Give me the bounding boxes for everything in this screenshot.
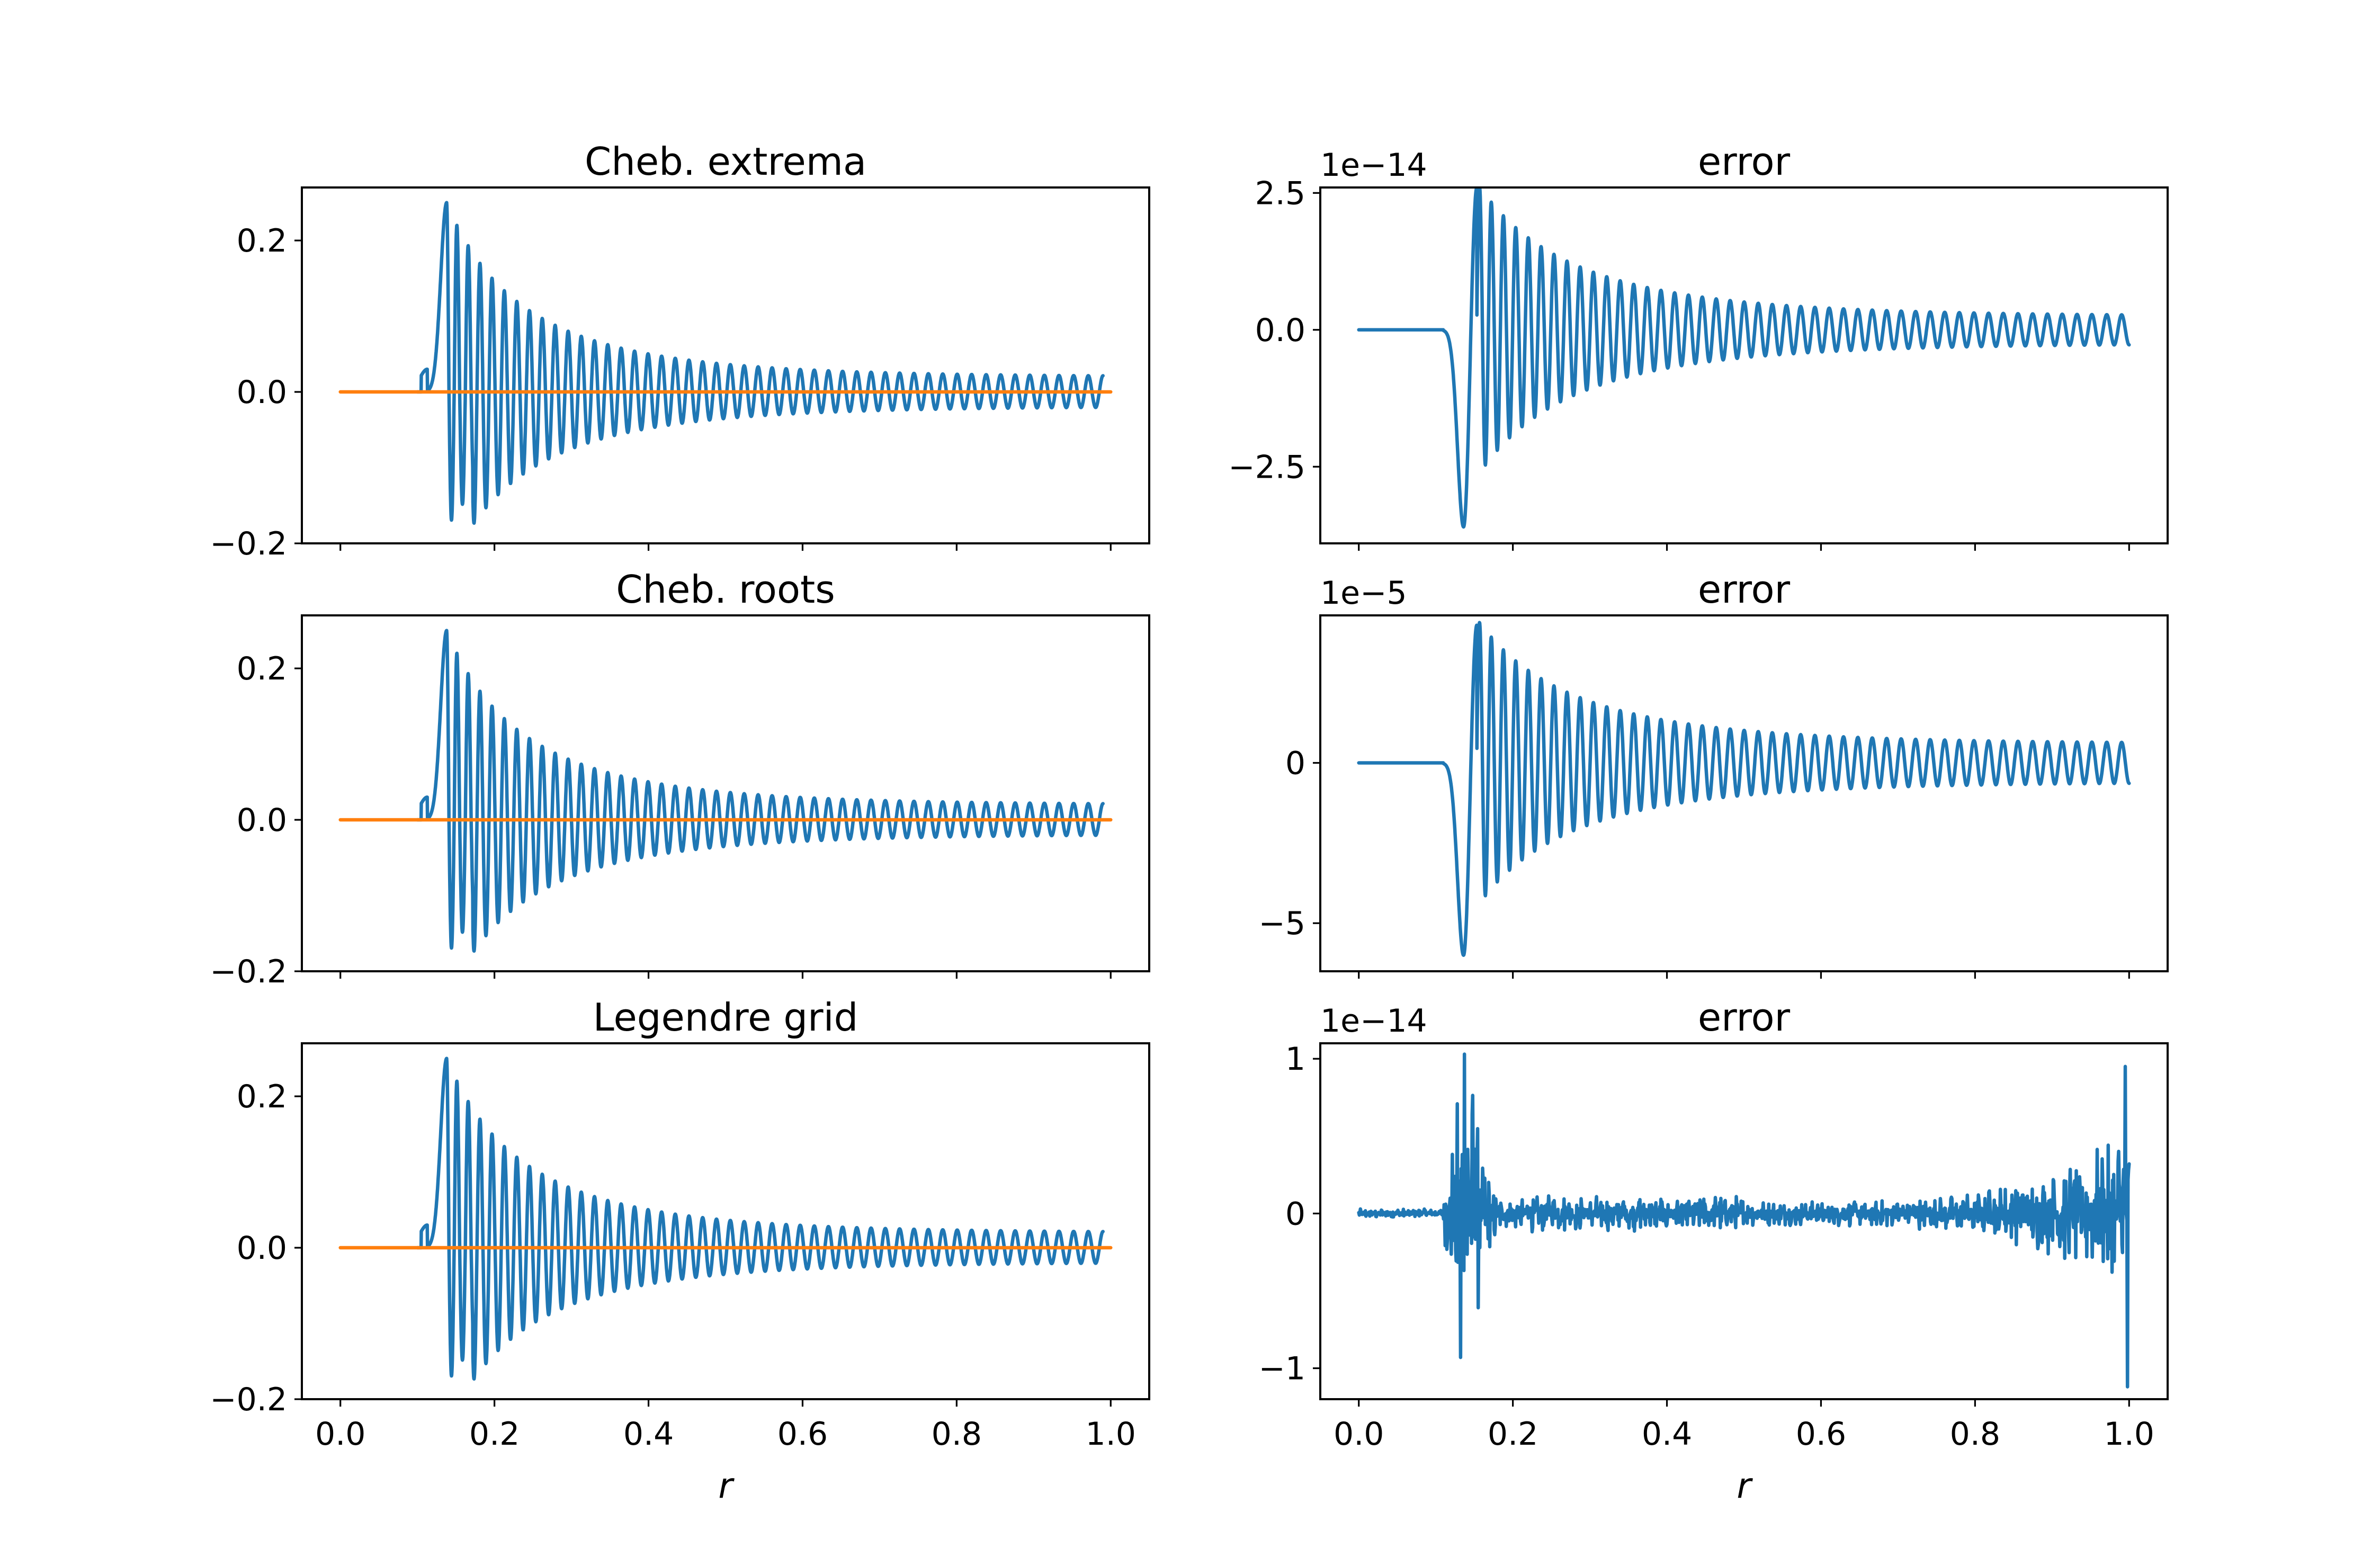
x-tick-label: 0.6 xyxy=(1796,1416,1846,1453)
plot-area xyxy=(338,1057,1113,1381)
panel-title: error xyxy=(1698,995,1791,1040)
y-tick-label: 0.2 xyxy=(237,650,287,687)
x-tick-label: 0.4 xyxy=(623,1416,674,1453)
y-tick-label: 0.2 xyxy=(237,222,287,260)
y-tick-label: 0 xyxy=(1285,1195,1305,1232)
x-tick-label: 0.0 xyxy=(315,1416,365,1453)
y-tick-label: 0.0 xyxy=(237,1230,287,1267)
plot-area xyxy=(1357,187,2131,529)
series-line-numeric xyxy=(415,1057,1105,1381)
x-tick-label: 0.2 xyxy=(469,1416,520,1453)
series-line-numeric xyxy=(1357,187,2131,529)
y-offset-label: 1e−5 xyxy=(1320,575,1407,612)
panel-error-legendre: error 1e−14 r −1 0 1 0.0 0.2 0.4 0.6 0.8 1.0 xyxy=(1259,995,2169,1506)
axes-frame xyxy=(1319,186,2169,544)
y-tick-label: 0.0 xyxy=(237,374,287,411)
y-tick-label: 0.2 xyxy=(237,1078,287,1115)
y-tick-label: −0.2 xyxy=(210,953,287,990)
series-line-numeric xyxy=(415,629,1105,953)
panel-legendre-grid: Legendre grid r −0.2 0.0 0.2 0.0 0.2 0.4 0.6 0.… xyxy=(210,995,1150,1506)
axes-frame xyxy=(301,614,1150,972)
axes-frame xyxy=(301,186,1150,544)
y-tick-label: −0.2 xyxy=(210,525,287,562)
series-line-numeric xyxy=(1357,1052,2131,1389)
panel-title: Cheb. extrema xyxy=(585,139,866,184)
axes-frame xyxy=(1319,614,2169,972)
panel-cheb-extrema: Cheb. extrema −0.2 0.0 0.2 xyxy=(210,139,1150,562)
axes-frame xyxy=(1319,1042,2169,1400)
x-tick-label: 1.0 xyxy=(2104,1416,2154,1453)
axes-frame xyxy=(301,1042,1150,1400)
panel-error-roots: error 1e−5 −5 0 xyxy=(1259,567,2169,979)
panel-cheb-roots: Cheb. roots −0.2 0.0 0.2 xyxy=(210,567,1150,990)
y-offset-label: 1e−14 xyxy=(1320,147,1427,184)
x-tick-label: 0.6 xyxy=(777,1416,828,1453)
panel-title: Legendre grid xyxy=(593,995,858,1040)
y-tick-label: −0.2 xyxy=(210,1381,287,1418)
x-tick-label: 0.8 xyxy=(932,1416,982,1453)
y-tick-label: −5 xyxy=(1259,905,1305,942)
y-tick-label: 0.0 xyxy=(237,802,287,839)
panel-title: Cheb. roots xyxy=(616,567,835,612)
panel-title: error xyxy=(1698,139,1791,184)
x-tick-label: 0.8 xyxy=(1950,1416,2000,1453)
y-tick-label: −2.5 xyxy=(1228,449,1305,486)
panel-error-extrema: error 1e−14 −2.5 0.0 2.5 xyxy=(1228,139,2169,551)
series-line-numeric xyxy=(1357,621,2131,957)
x-axis-label: r xyxy=(718,1465,735,1506)
panel-title: error xyxy=(1698,567,1791,612)
y-offset-label: 1e−14 xyxy=(1320,1003,1427,1040)
series-line-numeric xyxy=(415,201,1105,525)
y-tick-label: 1 xyxy=(1285,1041,1305,1078)
y-tick-label: 0.0 xyxy=(1255,312,1305,349)
x-axis-label: r xyxy=(1737,1465,1753,1506)
plot-area xyxy=(1357,1052,2131,1389)
plot-area xyxy=(338,201,1113,525)
x-tick-label: 0.4 xyxy=(1642,1416,1692,1453)
y-tick-label: 0 xyxy=(1285,745,1305,782)
x-tick-label: 1.0 xyxy=(1086,1416,1136,1453)
y-tick-label: −1 xyxy=(1259,1350,1305,1388)
x-tick-label: 0.0 xyxy=(1334,1416,1384,1453)
y-tick-label: 2.5 xyxy=(1255,175,1305,212)
plot-area xyxy=(338,629,1113,953)
plot-area xyxy=(1357,621,2131,957)
x-tick-label: 0.2 xyxy=(1488,1416,1538,1453)
